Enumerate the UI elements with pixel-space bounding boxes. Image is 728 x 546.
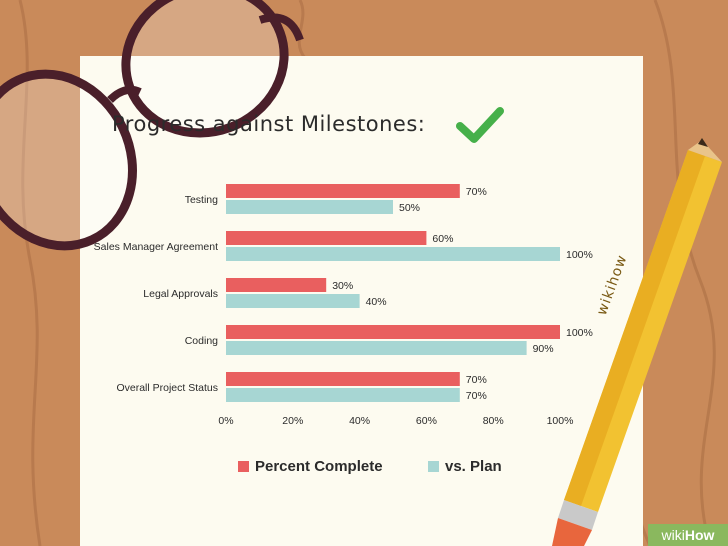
category-label-coding: Coding	[185, 335, 218, 347]
bar-percent-complete-coding	[226, 325, 560, 339]
x-tick-label-0: 0%	[218, 415, 233, 427]
x-tick-label-20: 20%	[282, 415, 303, 427]
bar-percent-complete-testing	[226, 184, 460, 198]
bar-vs-plan-legal-approvals	[226, 294, 360, 308]
eyeglasses-icon	[0, 0, 304, 251]
legend-label-vs-plan: vs. Plan	[445, 458, 502, 475]
data-label-percent-complete-legal-approvals: 30%	[332, 280, 353, 292]
bar-percent-complete-sales-manager-agreement	[226, 231, 427, 245]
category-label-overall-project-status: Overall Project Status	[116, 382, 218, 394]
bar-vs-plan-coding	[226, 341, 527, 355]
category-label-sales-manager-agreement: Sales Manager Agreement	[94, 241, 218, 253]
legend-item-percent-complete: Percent Complete	[238, 458, 383, 475]
pencil-icon	[552, 138, 722, 546]
legend-label-percent-complete: Percent Complete	[255, 458, 383, 475]
paper-sheet	[80, 56, 643, 546]
bar-vs-plan-sales-manager-agreement	[226, 247, 560, 261]
data-label-vs-plan-sales-manager-agreement: 100%	[566, 249, 593, 261]
legend-swatch-percent-complete	[238, 461, 249, 472]
data-label-vs-plan-legal-approvals: 40%	[366, 296, 387, 308]
bar-vs-plan-testing	[226, 200, 393, 214]
data-label-percent-complete-testing: 70%	[466, 186, 487, 198]
bar-percent-complete-overall-project-status	[226, 372, 460, 386]
wikihow-watermark: wikiHow	[648, 524, 728, 546]
data-label-percent-complete-sales-manager-agreement: 60%	[432, 233, 453, 245]
chart-title: Progress against Milestones:	[112, 112, 426, 136]
data-label-percent-complete-coding: 100%	[566, 327, 593, 339]
x-tick-label-100: 100%	[547, 415, 574, 427]
legend-item-vs-plan: vs. Plan	[428, 458, 502, 475]
category-label-testing: Testing	[185, 194, 218, 206]
data-label-vs-plan-overall-project-status: 70%	[466, 390, 487, 402]
x-tick-label-40: 40%	[349, 415, 370, 427]
data-label-vs-plan-coding: 90%	[533, 343, 554, 355]
check-mark-icon	[456, 107, 504, 143]
legend-swatch-vs-plan	[428, 461, 439, 472]
x-tick-label-80: 80%	[483, 415, 504, 427]
bar-vs-plan-overall-project-status	[226, 388, 460, 402]
brand-suffix: How	[684, 527, 715, 543]
data-label-percent-complete-overall-project-status: 70%	[466, 374, 487, 386]
bar-percent-complete-legal-approvals	[226, 278, 327, 292]
brand-prefix: wiki	[661, 527, 685, 543]
data-label-vs-plan-testing: 50%	[399, 202, 420, 214]
x-tick-label-60: 60%	[416, 415, 437, 427]
chart-legend: Percent Complete vs. Plan	[0, 458, 728, 478]
category-label-legal-approvals: Legal Approvals	[143, 288, 218, 300]
